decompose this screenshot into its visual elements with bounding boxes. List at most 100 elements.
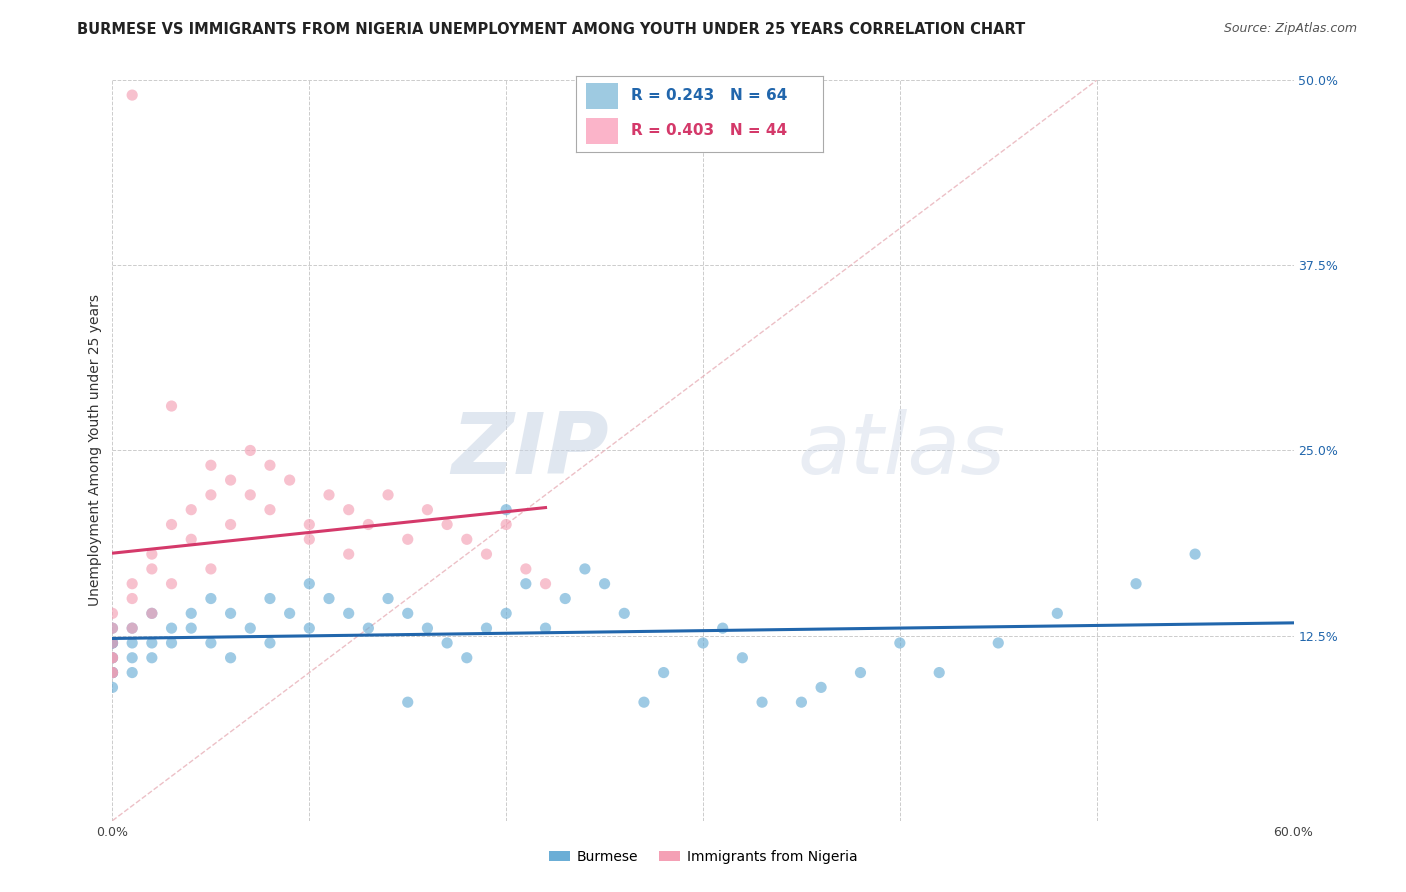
Text: R = 0.403   N = 44: R = 0.403 N = 44 [630, 123, 787, 138]
Point [141, 636, 163, 650]
Point [377, 591, 399, 606]
Point [318, 591, 340, 606]
Point [141, 650, 163, 665]
Point [711, 621, 734, 635]
Point [436, 517, 458, 532]
Point [790, 695, 813, 709]
Point [534, 621, 557, 635]
Point [849, 665, 872, 680]
Point [160, 517, 183, 532]
Point [495, 517, 517, 532]
Point [239, 443, 262, 458]
Point [219, 650, 242, 665]
Point [141, 607, 163, 621]
Point [593, 576, 616, 591]
Text: R = 0.243   N = 64: R = 0.243 N = 64 [630, 88, 787, 103]
Point [219, 517, 242, 532]
Point [239, 488, 262, 502]
Point [278, 607, 301, 621]
Point [101, 650, 124, 665]
Point [121, 636, 143, 650]
Point [160, 399, 183, 413]
Point [298, 517, 321, 532]
Point [121, 621, 143, 635]
Y-axis label: Unemployment Among Youth under 25 years: Unemployment Among Youth under 25 years [89, 294, 103, 607]
Point [101, 650, 124, 665]
Point [101, 665, 124, 680]
Point [416, 502, 439, 516]
Point [652, 665, 675, 680]
Point [101, 607, 124, 621]
Point [219, 473, 242, 487]
Point [200, 591, 222, 606]
Point [101, 621, 124, 635]
Point [141, 547, 163, 561]
Legend: Burmese, Immigrants from Nigeria: Burmese, Immigrants from Nigeria [543, 844, 863, 869]
Point [101, 650, 124, 665]
Point [337, 547, 360, 561]
Point [456, 650, 478, 665]
Point [1184, 547, 1206, 561]
Point [259, 458, 281, 473]
Point [160, 576, 183, 591]
Point [534, 576, 557, 591]
Point [101, 621, 124, 635]
Point [928, 665, 950, 680]
Point [633, 695, 655, 709]
Point [396, 607, 419, 621]
Point [200, 636, 222, 650]
Point [160, 636, 183, 650]
Point [515, 576, 537, 591]
Point [141, 562, 163, 576]
Bar [586, 118, 619, 144]
Point [337, 502, 360, 516]
Point [180, 607, 202, 621]
Point [692, 636, 714, 650]
Point [515, 562, 537, 576]
Point [337, 607, 360, 621]
Point [574, 562, 596, 576]
Point [554, 591, 576, 606]
Point [160, 621, 183, 635]
Point [987, 636, 1010, 650]
Bar [586, 83, 619, 109]
Point [1125, 576, 1147, 591]
Point [259, 591, 281, 606]
Text: atlas: atlas [797, 409, 1005, 492]
Point [357, 517, 380, 532]
Point [416, 621, 439, 635]
Point [613, 607, 636, 621]
Point [121, 665, 143, 680]
Point [475, 547, 498, 561]
Point [259, 636, 281, 650]
Point [101, 665, 124, 680]
Text: Source: ZipAtlas.com: Source: ZipAtlas.com [1223, 22, 1357, 36]
Point [101, 665, 124, 680]
Point [101, 636, 124, 650]
Point [1046, 607, 1069, 621]
Point [495, 607, 517, 621]
Point [121, 88, 143, 103]
Point [495, 502, 517, 516]
Point [101, 636, 124, 650]
Point [396, 533, 419, 547]
Point [141, 607, 163, 621]
Point [278, 473, 301, 487]
Point [298, 533, 321, 547]
Point [101, 636, 124, 650]
Point [318, 488, 340, 502]
Point [436, 636, 458, 650]
Point [396, 695, 419, 709]
Point [219, 607, 242, 621]
Point [377, 488, 399, 502]
Point [200, 562, 222, 576]
Point [101, 681, 124, 695]
Point [180, 502, 202, 516]
Point [121, 591, 143, 606]
Point [731, 650, 754, 665]
Point [121, 576, 143, 591]
Point [259, 502, 281, 516]
Point [889, 636, 911, 650]
Point [810, 681, 832, 695]
Point [751, 695, 773, 709]
